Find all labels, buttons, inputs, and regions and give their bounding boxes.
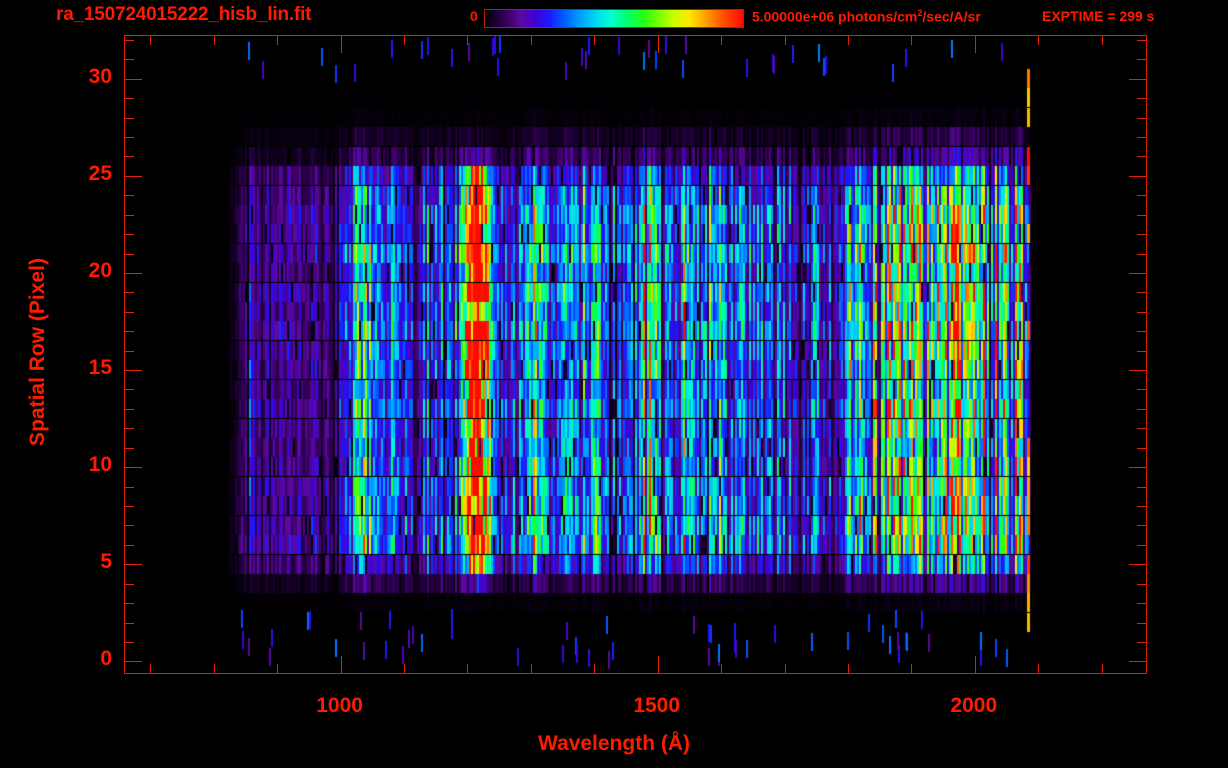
file-title: ra_150724015222_hisb_lin.fit <box>56 4 312 25</box>
y-tick-label: 10 <box>88 453 112 477</box>
y-tick-label: 0 <box>100 647 112 671</box>
colorbar-units-post: /sec/A/sr <box>922 8 981 25</box>
x-tick-label: 1000 <box>316 694 363 717</box>
colorbar-units-exponent: 2 <box>917 8 923 18</box>
colorbar-units-pre: photons/cm <box>834 8 918 25</box>
x-tick-label: 1500 <box>633 694 681 717</box>
y-tick-label: 25 <box>88 161 112 185</box>
plot-frame <box>124 35 1147 674</box>
colorbar-gradient <box>485 10 743 27</box>
colorbar-max-value: 5.00000e+06 <box>752 8 835 25</box>
y-tick-label: 20 <box>88 258 112 282</box>
y-tick-label: 30 <box>88 64 112 88</box>
x-tick-label: 2000 <box>950 694 998 717</box>
y-tick-label: 15 <box>88 356 112 380</box>
exposure-time-label: EXPTIME = 299 s <box>1042 8 1155 24</box>
y-tick-label: 5 <box>100 550 112 574</box>
x-axis-title: Wavelength (Å) <box>537 732 691 755</box>
colorbar <box>484 9 744 28</box>
y-axis-title: Spatial Row (Pixel) <box>26 258 49 446</box>
spectrogram-image <box>125 36 1146 673</box>
colorbar-max-label: 5.00000e+06 photons/cm2/sec/A/sr <box>752 8 981 25</box>
colorbar-min-label: 0 <box>470 8 478 24</box>
